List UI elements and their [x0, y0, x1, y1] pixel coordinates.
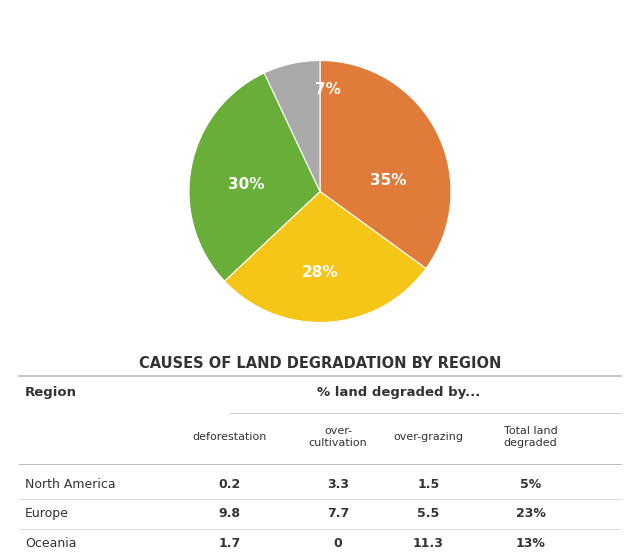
- Text: 28%: 28%: [301, 265, 339, 280]
- Text: Region: Region: [25, 386, 77, 399]
- Text: 5.5: 5.5: [417, 507, 440, 521]
- Text: 5%: 5%: [520, 478, 541, 491]
- Text: deforestation: deforestation: [193, 432, 267, 442]
- Wedge shape: [189, 73, 320, 281]
- Text: 13%: 13%: [516, 537, 545, 550]
- Text: Total land
degraded: Total land degraded: [504, 426, 557, 448]
- Text: CAUSES OF LAND DEGRADATION BY REGION: CAUSES OF LAND DEGRADATION BY REGION: [139, 356, 501, 371]
- Text: % land degraded by...: % land degraded by...: [317, 386, 480, 399]
- Text: North America: North America: [25, 478, 116, 491]
- Text: 0: 0: [333, 537, 342, 550]
- Text: 30%: 30%: [228, 178, 265, 193]
- Text: over-grazing: over-grazing: [394, 432, 463, 442]
- Wedge shape: [320, 60, 451, 269]
- Text: 9.8: 9.8: [219, 507, 241, 521]
- Text: 11.3: 11.3: [413, 537, 444, 550]
- Text: 7.7: 7.7: [327, 507, 349, 521]
- Text: 35%: 35%: [370, 174, 406, 189]
- Wedge shape: [225, 191, 426, 322]
- Text: 3.3: 3.3: [327, 478, 349, 491]
- Text: Oceania: Oceania: [25, 537, 77, 550]
- Text: 7%: 7%: [315, 82, 340, 97]
- Text: 0.2: 0.2: [219, 478, 241, 491]
- Text: 1.7: 1.7: [219, 537, 241, 550]
- Text: 23%: 23%: [516, 507, 545, 521]
- Text: 1.5: 1.5: [417, 478, 440, 491]
- Wedge shape: [264, 60, 320, 191]
- Text: Europe: Europe: [25, 507, 69, 521]
- Text: over-
cultivation: over- cultivation: [308, 426, 367, 448]
